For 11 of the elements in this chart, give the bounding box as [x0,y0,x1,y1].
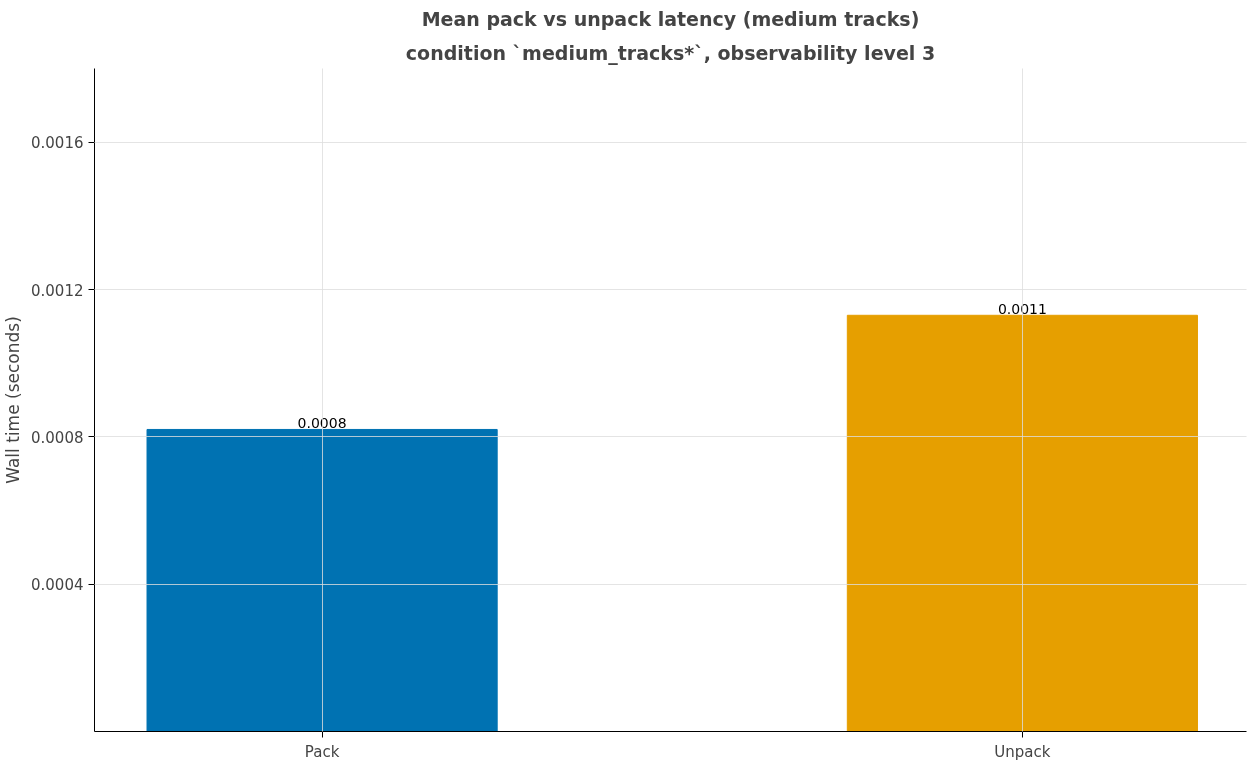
data-label: 0.0008 [297,415,347,432]
x-tick-label: Unpack [994,742,1051,761]
y-axis-title: Wall time (seconds) [3,316,24,484]
data-label: 0.0011 [997,301,1047,318]
chart-subtitle: condition `medium_tracks*`, observability level 3 [405,41,936,65]
x-tick-label: Pack [304,742,340,761]
y-tick-label: 0.0016 [31,134,84,153]
y-tick-label: 0.0004 [31,576,84,595]
chart-title: Mean pack vs unpack latency (medium tracks) [421,7,920,30]
y-tick-label: 0.0008 [31,428,84,447]
y-tick-label: 0.0012 [31,281,84,300]
